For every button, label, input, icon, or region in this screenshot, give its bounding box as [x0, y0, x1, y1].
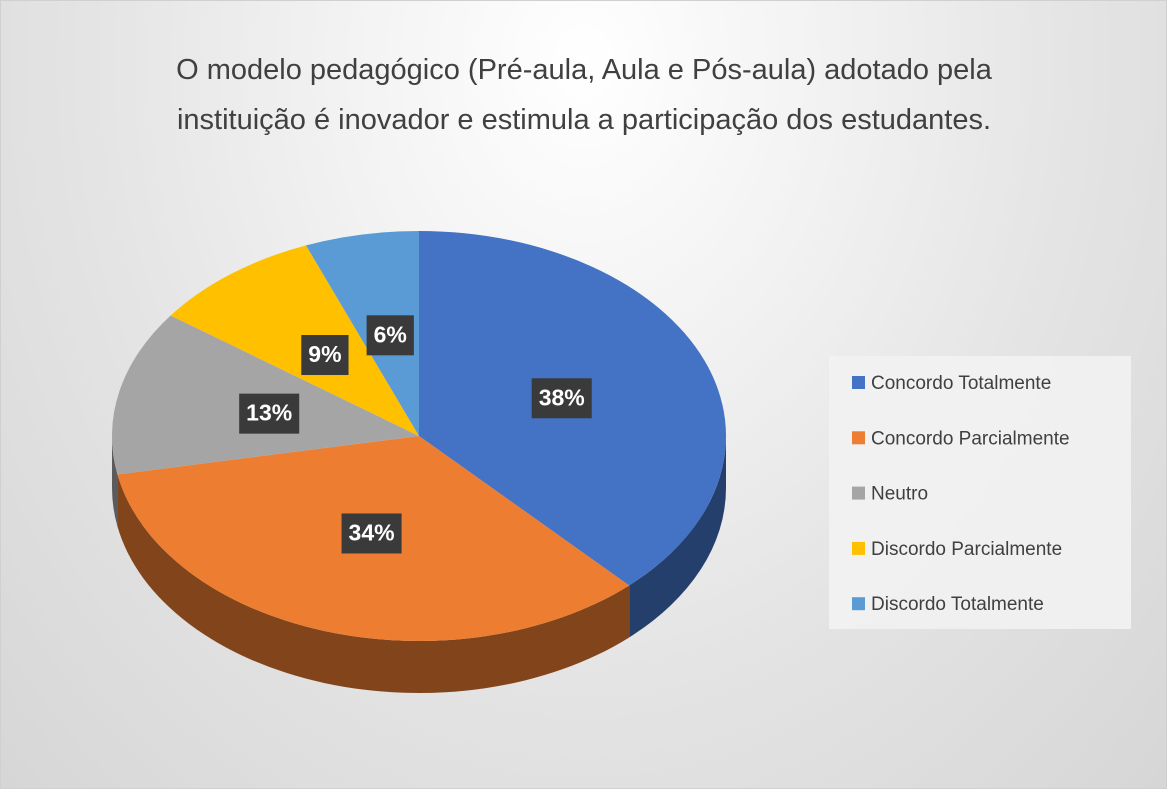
- data-label-box: [301, 335, 349, 376]
- legend-swatch: [852, 486, 865, 500]
- data-label-box: [366, 315, 414, 356]
- slice-side: [629, 436, 726, 638]
- data-label-box: [531, 378, 592, 419]
- data-label-text: 38%: [539, 384, 585, 410]
- data-label-text: 13%: [246, 400, 292, 426]
- data-label: 13%: [239, 393, 300, 434]
- data-label: 9%: [301, 335, 349, 376]
- slice-side: [117, 474, 630, 693]
- legend-swatch: [852, 597, 865, 611]
- slice: [305, 231, 419, 436]
- legend-swatch: [852, 376, 865, 389]
- slice-side: [112, 436, 118, 527]
- chart-title: O modelo pedagógico (Pré-aula, Aula e Pó…: [176, 54, 992, 136]
- legend-box: [829, 356, 1131, 629]
- legend-label: Discordo Parcialmente: [871, 539, 1062, 560]
- legend-swatch: [852, 541, 865, 555]
- legend-label: Discordo Totalmente: [871, 594, 1044, 615]
- data-label-text: 9%: [308, 341, 341, 367]
- data-label-box: [239, 393, 300, 434]
- data-label-text: 34%: [349, 520, 395, 546]
- data-label: 34%: [341, 513, 402, 554]
- legend-label: Concordo Parcialmente: [871, 428, 1070, 449]
- data-label-text: 6%: [374, 321, 407, 347]
- data-label: 6%: [366, 315, 414, 356]
- legend-swatch: [852, 431, 865, 445]
- data-label-box: [341, 513, 402, 554]
- data-label: 38%: [531, 378, 592, 419]
- legend-label: Neutro: [871, 484, 928, 505]
- slice: [170, 245, 419, 436]
- legend-label: Concordo Totalmente: [871, 373, 1051, 394]
